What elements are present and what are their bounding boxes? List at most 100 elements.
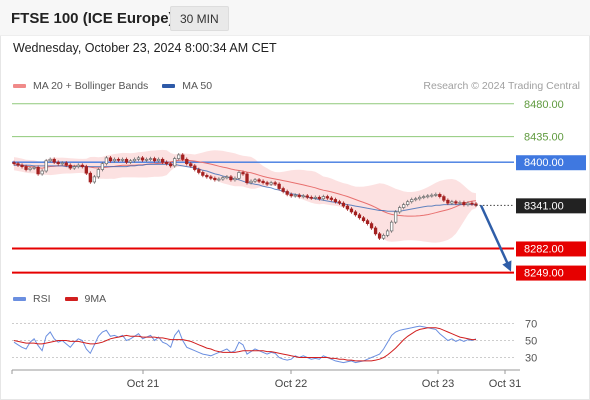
rsi-tick-30: 30 xyxy=(525,353,537,365)
bollinger-band xyxy=(14,149,476,243)
candle-body-2 xyxy=(20,164,24,167)
level-label-3: 8282.00 xyxy=(524,243,564,255)
candle-body-77 xyxy=(321,196,325,200)
candle-body-53 xyxy=(225,176,229,179)
ma50-legend-label: MA 50 xyxy=(182,80,213,92)
candle-body-115 xyxy=(474,203,478,206)
candle-body-47 xyxy=(201,172,205,176)
candle-body-42 xyxy=(181,154,185,160)
candle-body-20 xyxy=(92,176,97,183)
candle-body-68 xyxy=(285,191,289,195)
level-label-0: 8480.00 xyxy=(524,99,564,111)
candle-body-25 xyxy=(112,158,117,162)
candle-body-104 xyxy=(430,194,434,197)
level-label-4: 8249.00 xyxy=(524,268,564,280)
candle-body-41 xyxy=(177,154,181,159)
candle-body-27 xyxy=(120,158,125,161)
rsi-line xyxy=(13,325,477,364)
candle-body-7 xyxy=(40,170,44,175)
candle-body-57 xyxy=(241,172,245,175)
candle-body-94 xyxy=(389,221,394,232)
candle-body-16 xyxy=(76,164,80,167)
candle-body-101 xyxy=(418,196,422,200)
candle-body-34 xyxy=(148,158,153,160)
candle-body-1 xyxy=(16,163,20,166)
candle-body-65 xyxy=(273,182,277,185)
candle-body-40 xyxy=(173,158,177,167)
candle-body-23 xyxy=(104,157,109,165)
candle-body-106 xyxy=(438,194,442,197)
candle-body-74 xyxy=(309,196,313,199)
time-axis-label-1: Oct 22 xyxy=(275,378,307,390)
candle-body-99 xyxy=(410,199,414,203)
rsi-ma9-line xyxy=(13,327,476,362)
level-label-box-2 xyxy=(516,155,586,171)
candle-body-108 xyxy=(446,199,450,204)
rsi-swatch xyxy=(13,297,26,301)
candle-body-72 xyxy=(301,195,305,198)
candle-body-3 xyxy=(24,166,28,170)
candle-body-93 xyxy=(385,230,390,236)
candle-body-97 xyxy=(402,204,406,208)
candle-body-66 xyxy=(277,183,281,189)
candle-body-73 xyxy=(305,195,309,198)
candle-body-21 xyxy=(96,169,101,178)
time-axis-label-0: Oct 21 xyxy=(127,378,159,390)
candle-body-19 xyxy=(88,172,92,183)
candle-body-84 xyxy=(349,208,354,213)
candle-body-55 xyxy=(233,177,237,181)
candle-body-54 xyxy=(229,176,233,181)
candle-body-105 xyxy=(434,194,438,196)
time-axis-label-2: Oct 23 xyxy=(422,378,454,390)
candle-body-5 xyxy=(32,166,36,169)
candle-body-18 xyxy=(84,166,88,174)
candle-body-44 xyxy=(189,163,193,167)
candle-body-112 xyxy=(462,202,466,205)
rsi-tick-70: 70 xyxy=(525,319,537,331)
candle-body-95 xyxy=(393,211,398,223)
candle-body-33 xyxy=(144,158,149,161)
ma20-line xyxy=(13,159,477,217)
candle-body-109 xyxy=(450,201,454,204)
candle-body-110 xyxy=(454,201,458,204)
candle-body-31 xyxy=(136,157,141,160)
level-label-box-4 xyxy=(516,265,586,281)
ma20-swatch xyxy=(13,84,26,88)
candle-body-103 xyxy=(426,195,430,198)
candle-body-60 xyxy=(253,179,257,182)
candle-body-89 xyxy=(369,223,374,229)
candle-body-64 xyxy=(269,182,273,185)
candle-body-17 xyxy=(80,164,84,167)
current-price-box xyxy=(516,198,586,214)
candle-body-8 xyxy=(44,160,48,172)
candle-body-83 xyxy=(345,205,350,210)
rsi-legend-label: RSI xyxy=(33,293,51,305)
candle-body-29 xyxy=(128,160,133,163)
level-label-2: 8400.00 xyxy=(524,157,564,169)
level-label-box-3 xyxy=(516,241,586,257)
candle-body-85 xyxy=(353,211,358,216)
level-label-1: 8435.00 xyxy=(524,132,564,144)
candle-body-14 xyxy=(68,164,72,169)
ma9-swatch xyxy=(64,297,78,301)
candle-body-56 xyxy=(237,172,241,179)
candle-body-15 xyxy=(72,166,76,169)
price-legend: MA 20 + Bollinger Bands MA 50 xyxy=(13,80,212,92)
candle-body-100 xyxy=(414,198,418,201)
timeframe-badge[interactable]: 30 MIN xyxy=(170,6,229,31)
candle-body-0 xyxy=(12,162,16,165)
candle-body-38 xyxy=(165,161,169,165)
instrument-title: FTSE 100 (ICE Europe) xyxy=(11,10,174,27)
candle-body-63 xyxy=(265,182,269,185)
candle-body-26 xyxy=(116,158,121,161)
candle-body-111 xyxy=(458,202,462,204)
candle-body-48 xyxy=(205,175,209,178)
candle-body-51 xyxy=(217,178,221,181)
candle-body-102 xyxy=(422,196,426,198)
projection-arrow-head xyxy=(502,260,512,272)
candle-body-75 xyxy=(313,196,317,199)
candle-body-88 xyxy=(365,220,370,224)
candle-body-61 xyxy=(257,179,261,182)
ma9-legend-label: 9MA xyxy=(84,293,107,305)
